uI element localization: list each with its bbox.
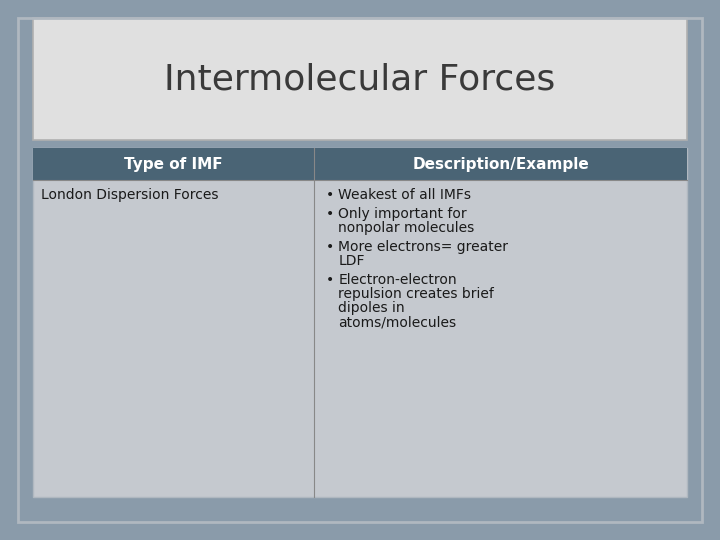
Text: dipoles in: dipoles in bbox=[338, 301, 405, 315]
Text: Electron-electron: Electron-electron bbox=[338, 273, 457, 287]
Text: •: • bbox=[326, 207, 335, 221]
Text: •: • bbox=[326, 273, 335, 287]
Text: •: • bbox=[326, 240, 335, 254]
Text: Weakest of all IMFs: Weakest of all IMFs bbox=[338, 188, 471, 202]
Text: London Dispersion Forces: London Dispersion Forces bbox=[41, 188, 218, 202]
Text: LDF: LDF bbox=[338, 254, 365, 268]
Text: Intermolecular Forces: Intermolecular Forces bbox=[164, 62, 556, 96]
Text: repulsion creates brief: repulsion creates brief bbox=[338, 287, 494, 301]
Text: atoms/molecules: atoms/molecules bbox=[338, 315, 456, 329]
FancyBboxPatch shape bbox=[33, 148, 314, 180]
Text: •: • bbox=[326, 188, 335, 202]
Text: Only important for: Only important for bbox=[338, 207, 467, 221]
Text: nonpolar molecules: nonpolar molecules bbox=[338, 221, 474, 235]
Text: More electrons= greater: More electrons= greater bbox=[338, 240, 508, 254]
FancyBboxPatch shape bbox=[33, 18, 687, 140]
Text: Description/Example: Description/Example bbox=[413, 157, 589, 172]
FancyBboxPatch shape bbox=[33, 148, 687, 497]
Text: Type of IMF: Type of IMF bbox=[125, 157, 223, 172]
FancyBboxPatch shape bbox=[314, 148, 687, 180]
